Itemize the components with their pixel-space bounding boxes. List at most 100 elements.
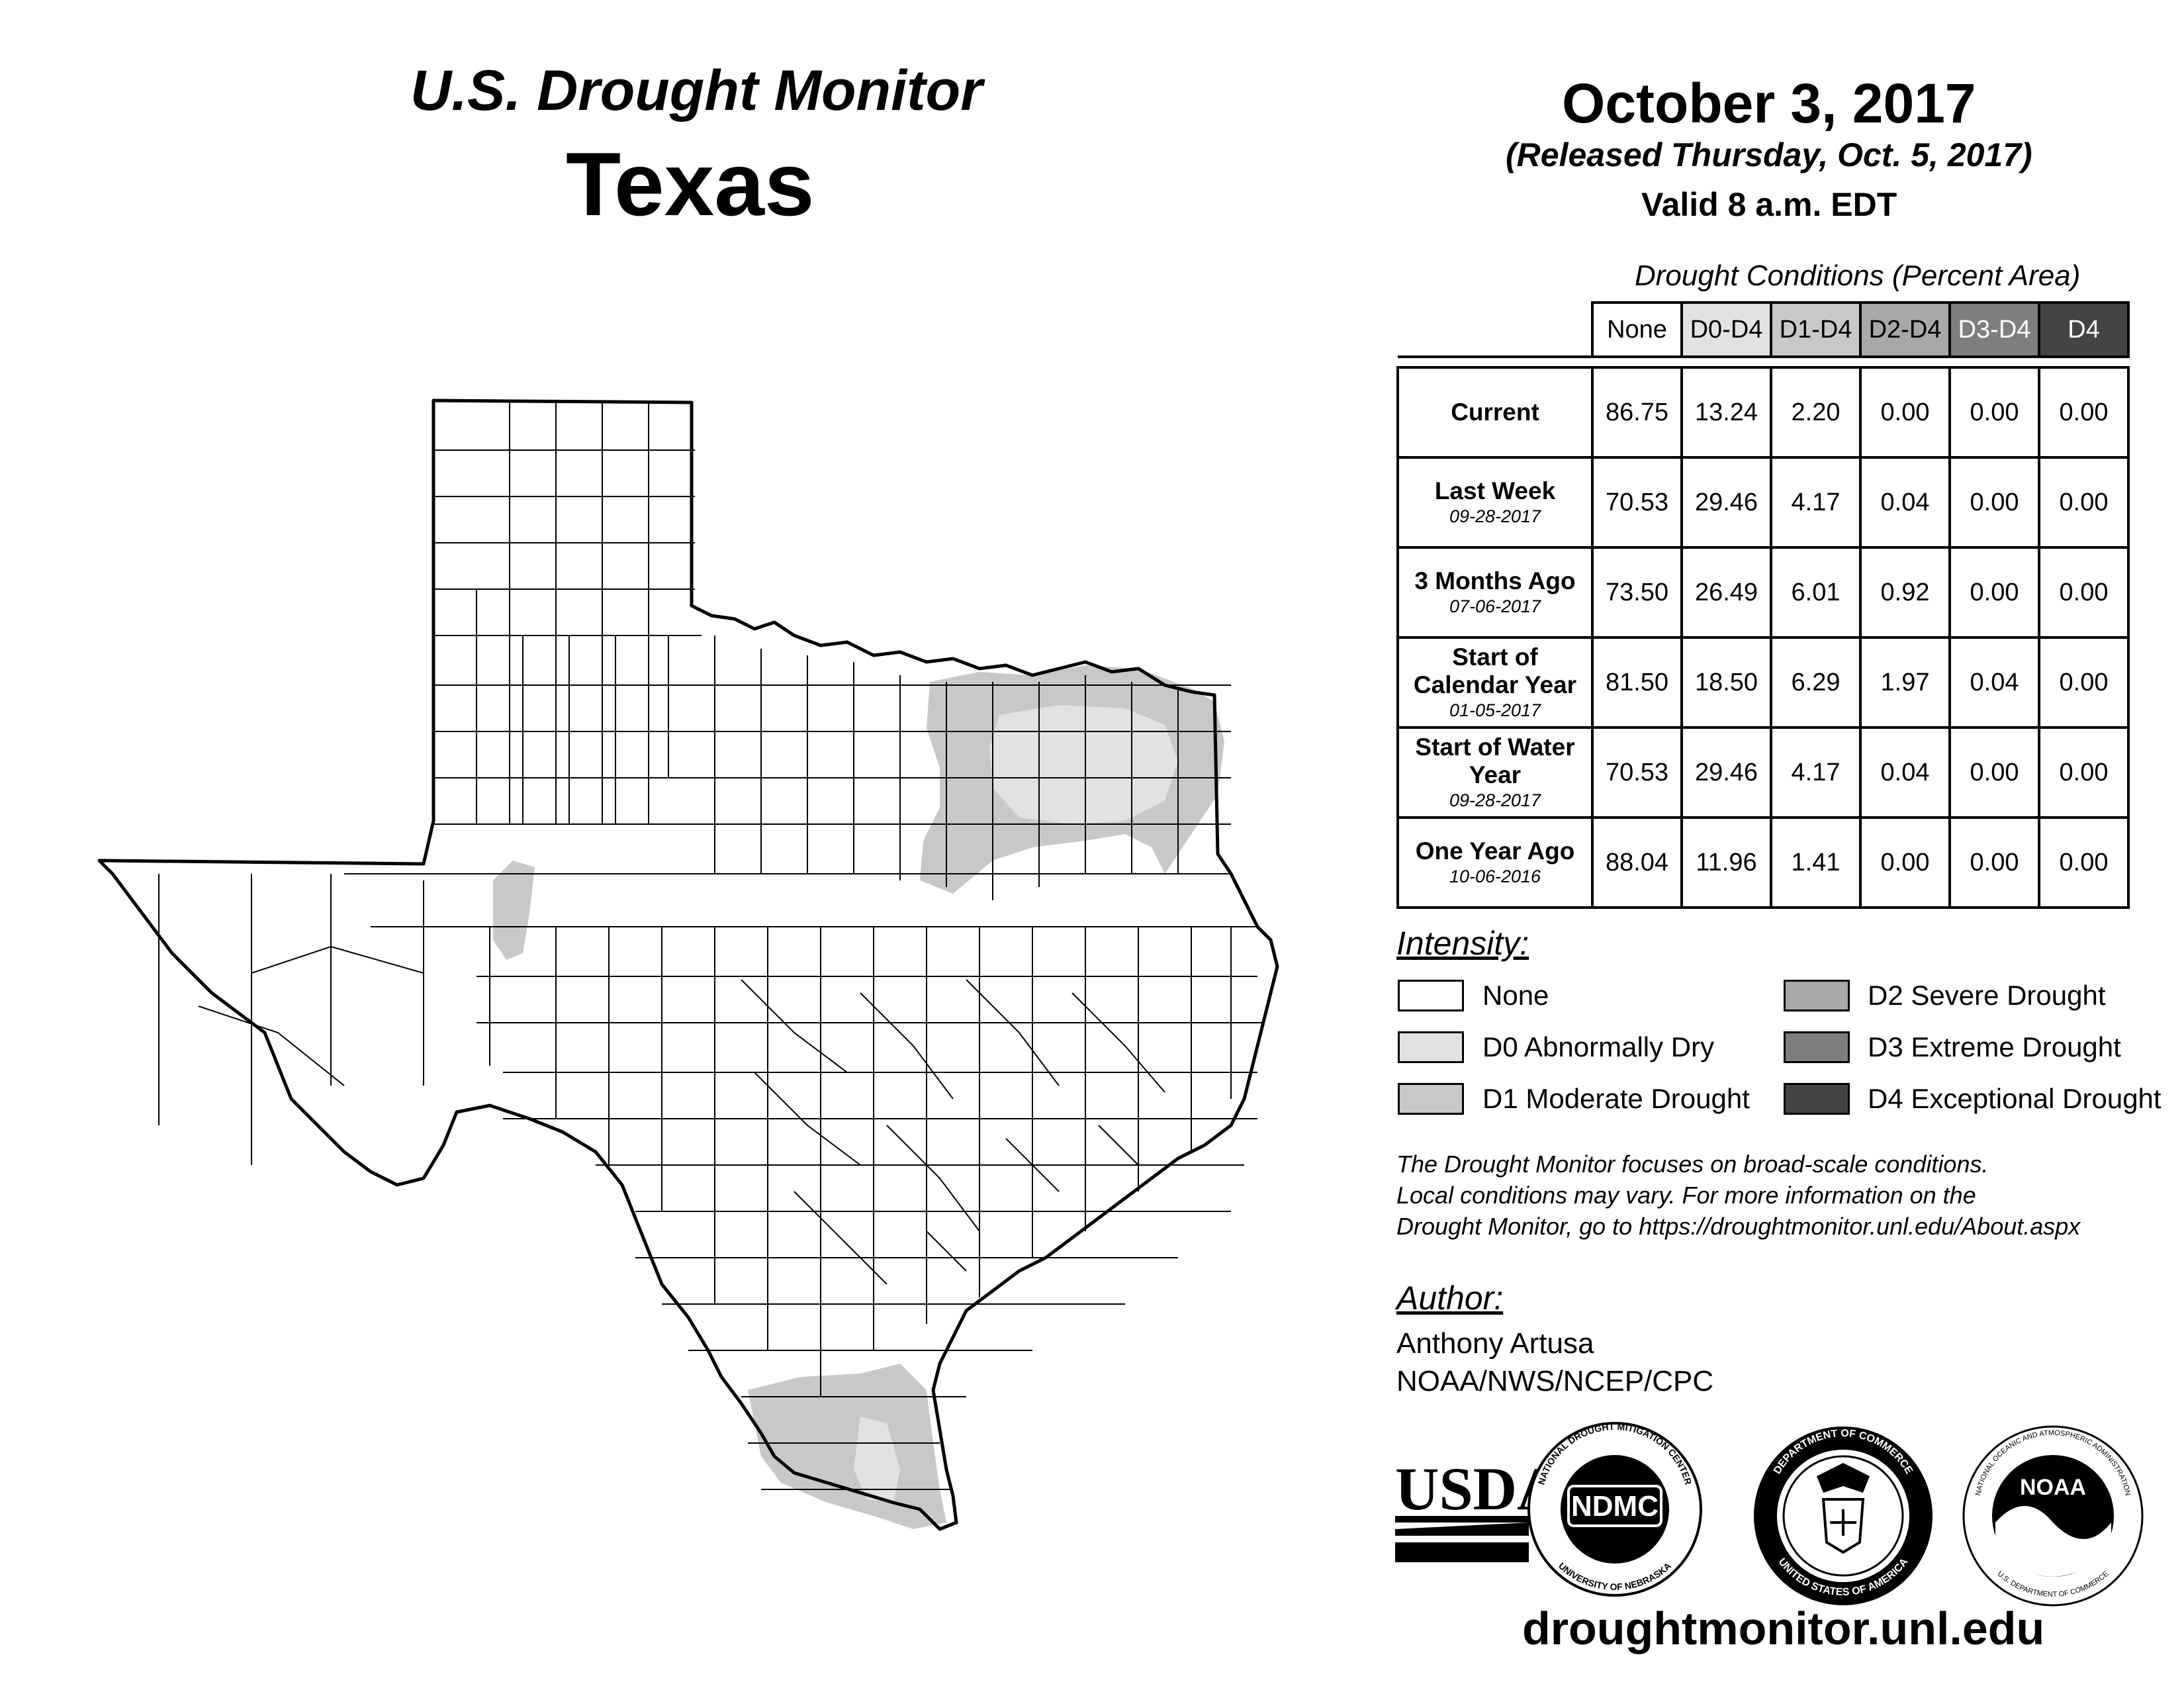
ndmc-logo: NDMC NATIONAL DROUGHT MITIGATION CENTER … <box>1527 1421 1702 1597</box>
legend-label-none: None <box>1482 980 1549 1011</box>
drought-area-south-d0 <box>854 1417 900 1503</box>
legend-swatch-d3 <box>1784 1031 1850 1063</box>
noaa-wordmark: NOAA <box>2020 1475 2086 1500</box>
table-cell: 1.97 <box>1859 636 1951 729</box>
legend-label-d1: D1 Moderate Drought <box>1482 1083 1750 1114</box>
table-cell: 6.29 <box>1770 636 1862 729</box>
table-row-current: Current 86.75 13.24 2.20 0.00 0.00 0.00 <box>1396 366 2130 459</box>
col-header-d2-d4: D2-D4 <box>1859 301 1951 358</box>
table-cell: 0.00 <box>1859 366 1951 459</box>
col-header-d4: D4 <box>2038 301 2130 358</box>
table-cell: 0.00 <box>2038 546 2130 639</box>
drought-conditions-table: None D0-D4 D1-D4 D2-D4 D3-D4 D4 Current … <box>1396 301 2130 909</box>
table-cell: 73.50 <box>1591 546 1683 639</box>
table-cell: 0.00 <box>1948 546 2040 639</box>
col-header-d3-d4: D3-D4 <box>1948 301 2040 358</box>
disclaimer-line: The Drought Monitor focuses on broad-sca… <box>1396 1150 1989 1178</box>
product-title: U.S. Drought Monitor <box>410 59 983 122</box>
table-cell: 70.53 <box>1591 726 1683 819</box>
drought-area-south-d1 <box>748 1364 946 1529</box>
row-label: Start of Water Year 09-28-2017 <box>1396 726 1594 819</box>
col-header-none: None <box>1591 301 1683 358</box>
doc-seal-logo: DEPARTMENT OF COMMERCE UNITED STATES OF … <box>1754 1427 1933 1605</box>
disclaimer-text: The Drought Monitor focuses on broad-sca… <box>1396 1149 2177 1242</box>
table-cell: 29.46 <box>1680 456 1772 549</box>
table-cell: 81.50 <box>1591 636 1683 729</box>
ndmc-wordmark: NDMC <box>1571 1490 1659 1523</box>
table-cell: 1.41 <box>1770 816 1862 909</box>
table-cell: 26.49 <box>1680 546 1772 639</box>
legend-swatch-d4 <box>1784 1083 1850 1115</box>
table-cell: 0.00 <box>2038 636 2130 729</box>
legend-label-d0: D0 Abnormally Dry <box>1482 1031 1715 1062</box>
table-cell: 18.50 <box>1680 636 1772 729</box>
release-date: (Released Thursday, Oct. 5, 2017) <box>1506 136 2032 173</box>
ship-icon <box>1830 1509 1856 1536</box>
col-header-d1-d4: D1-D4 <box>1770 301 1862 358</box>
row-label: Last Week 09-28-2017 <box>1396 456 1594 549</box>
valid-time: Valid 8 a.m. EDT <box>1641 186 1897 223</box>
table-cell: 6.01 <box>1770 546 1862 639</box>
legend-label-d2: D2 Severe Drought <box>1868 980 2106 1011</box>
author-heading: Author: <box>1396 1280 1504 1317</box>
table-caption: Drought Conditions (Percent Area) <box>1635 259 2081 292</box>
texas-outline <box>97 399 1279 1531</box>
table-corner <box>1398 303 1594 358</box>
table-cell: 4.17 <box>1770 456 1862 549</box>
table-row-start-water-year: Start of Water Year 09-28-2017 70.53 29.4… <box>1396 726 2130 819</box>
disclaimer-line: Drought Monitor, go to https://droughtmo… <box>1396 1213 2081 1240</box>
table-cell: 0.00 <box>1859 816 1951 909</box>
drought-areas <box>493 665 1224 1529</box>
author-org: NOAA/NWS/NCEP/CPC <box>1396 1365 1714 1397</box>
table-cell: 0.92 <box>1859 546 1951 639</box>
texas-drought-map <box>97 399 1279 1531</box>
table-cell: 0.04 <box>1859 456 1951 549</box>
table-row-3-months-ago: 3 Months Ago 07-06-2017 73.50 26.49 6.01 … <box>1396 546 2130 639</box>
table-cell: 0.00 <box>1948 816 2040 909</box>
eagle-icon <box>1817 1463 1870 1493</box>
author-name: Anthony Artusa <box>1396 1327 1594 1360</box>
table-cell: 0.00 <box>2038 726 2130 819</box>
website-link[interactable]: droughtmonitor.unl.edu <box>1522 1603 2045 1654</box>
table-cell: 0.00 <box>1948 456 2040 549</box>
table-cell: 2.20 <box>1770 366 1862 459</box>
col-header-d0-d4: D0-D4 <box>1680 301 1772 358</box>
legend-swatch-d1 <box>1398 1083 1464 1115</box>
legend-swatch-d0 <box>1398 1031 1464 1063</box>
drought-area-west-d1 <box>493 861 535 960</box>
region-title: Texas <box>566 134 815 234</box>
table-cell: 0.00 <box>2038 366 2130 459</box>
usda-swoosh-icon <box>1395 1516 1529 1536</box>
table-cell: 0.00 <box>2038 456 2130 549</box>
noaa-logo: NOAA NATIONAL OCEANIC AND ATMOSPHERIC AD… <box>1962 1425 2144 1607</box>
table-row-one-year-ago: One Year Ago 10-06-2016 88.04 11.96 1.41 … <box>1396 816 2130 909</box>
disclaimer-line: Local conditions may vary. For more info… <box>1396 1182 1976 1209</box>
table-cell: 13.24 <box>1680 366 1772 459</box>
legend-label-d3: D3 Extreme Drought <box>1868 1031 2121 1062</box>
table-header-row: None D0-D4 D1-D4 D2-D4 D3-D4 D4 <box>1398 301 2130 358</box>
noaa-bird-icon <box>1995 1506 2111 1577</box>
legend-heading: Intensity: <box>1396 925 1529 962</box>
shield-icon <box>1821 1498 1865 1554</box>
table-cell: 0.04 <box>1859 726 1951 819</box>
row-label: Current <box>1396 366 1594 459</box>
table-cell: 86.75 <box>1591 366 1683 459</box>
table-cell: 0.00 <box>2038 816 2130 909</box>
table-cell: 0.04 <box>1948 636 2040 729</box>
table-row-last-week: Last Week 09-28-2017 70.53 29.46 4.17 0.0… <box>1396 456 2130 549</box>
row-label: 3 Months Ago 07-06-2017 <box>1396 546 1594 639</box>
legend-swatch-d2 <box>1784 980 1850 1011</box>
table-cell: 0.00 <box>1948 366 2040 459</box>
table-cell: 88.04 <box>1591 816 1683 909</box>
map-date: October 3, 2017 <box>1562 72 1976 134</box>
drought-area-northeast-d0 <box>989 705 1178 824</box>
county-boundaries <box>158 402 1264 1490</box>
usda-base-bar <box>1395 1542 1529 1562</box>
row-label: Start of Calendar Year 01-05-2017 <box>1396 636 1594 729</box>
table-cell: 29.46 <box>1680 726 1772 819</box>
table-cell: 4.17 <box>1770 726 1862 819</box>
table-cell: 70.53 <box>1591 456 1683 549</box>
legend-swatch-none <box>1398 980 1464 1011</box>
table-row-start-calendar-year: Start of Calendar Year 01-05-2017 81.50 1… <box>1396 636 2130 729</box>
